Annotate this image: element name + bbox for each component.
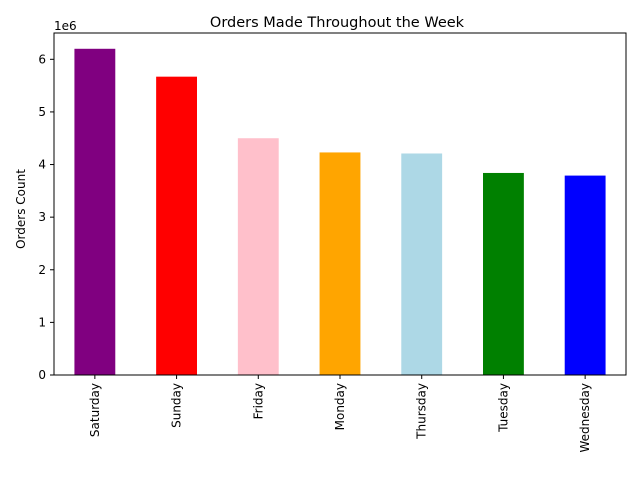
y-tick-label: 4: [38, 158, 46, 172]
y-axis-offset-label: 1e6: [54, 19, 77, 33]
y-tick-label: 1: [38, 315, 46, 329]
x-tick-label-friday: Friday: [251, 383, 265, 419]
y-tick-label: 5: [38, 105, 46, 119]
x-axis-ticks: Saturday Sunday Friday Monday Thursday Tuesda…: [88, 375, 592, 452]
y-axis-ticks: 0 1 2 3 4 5 6: [38, 52, 54, 382]
x-tick-label-sunday: Sunday: [170, 383, 184, 428]
bar-monday: [319, 152, 361, 375]
chart-title: Orders Made Throughout the Week: [210, 15, 465, 31]
y-tick-label: 2: [38, 263, 46, 277]
bar-friday: [237, 138, 279, 375]
bar-tuesday: [483, 172, 524, 375]
y-tick-label: 0: [38, 368, 46, 382]
bar-saturday: [74, 48, 116, 376]
y-axis-label: Orders Count: [14, 169, 28, 249]
x-tick-label-saturday: Saturday: [88, 383, 102, 437]
x-tick-label-thursday: Thursday: [415, 383, 429, 440]
bar-thursday: [401, 153, 443, 375]
y-tick-label: 6: [38, 52, 46, 66]
x-tick-label-wednesday: Wednesday: [578, 383, 592, 452]
y-tick-label: 3: [38, 210, 46, 224]
x-tick-label-tuesday: Tuesday: [496, 383, 510, 433]
bar-wednesday: [564, 175, 606, 375]
bars-group: [74, 48, 606, 376]
bar-sunday: [156, 76, 197, 375]
x-tick-label-monday: Monday: [333, 383, 347, 430]
plot-frame: [53, 32, 627, 376]
